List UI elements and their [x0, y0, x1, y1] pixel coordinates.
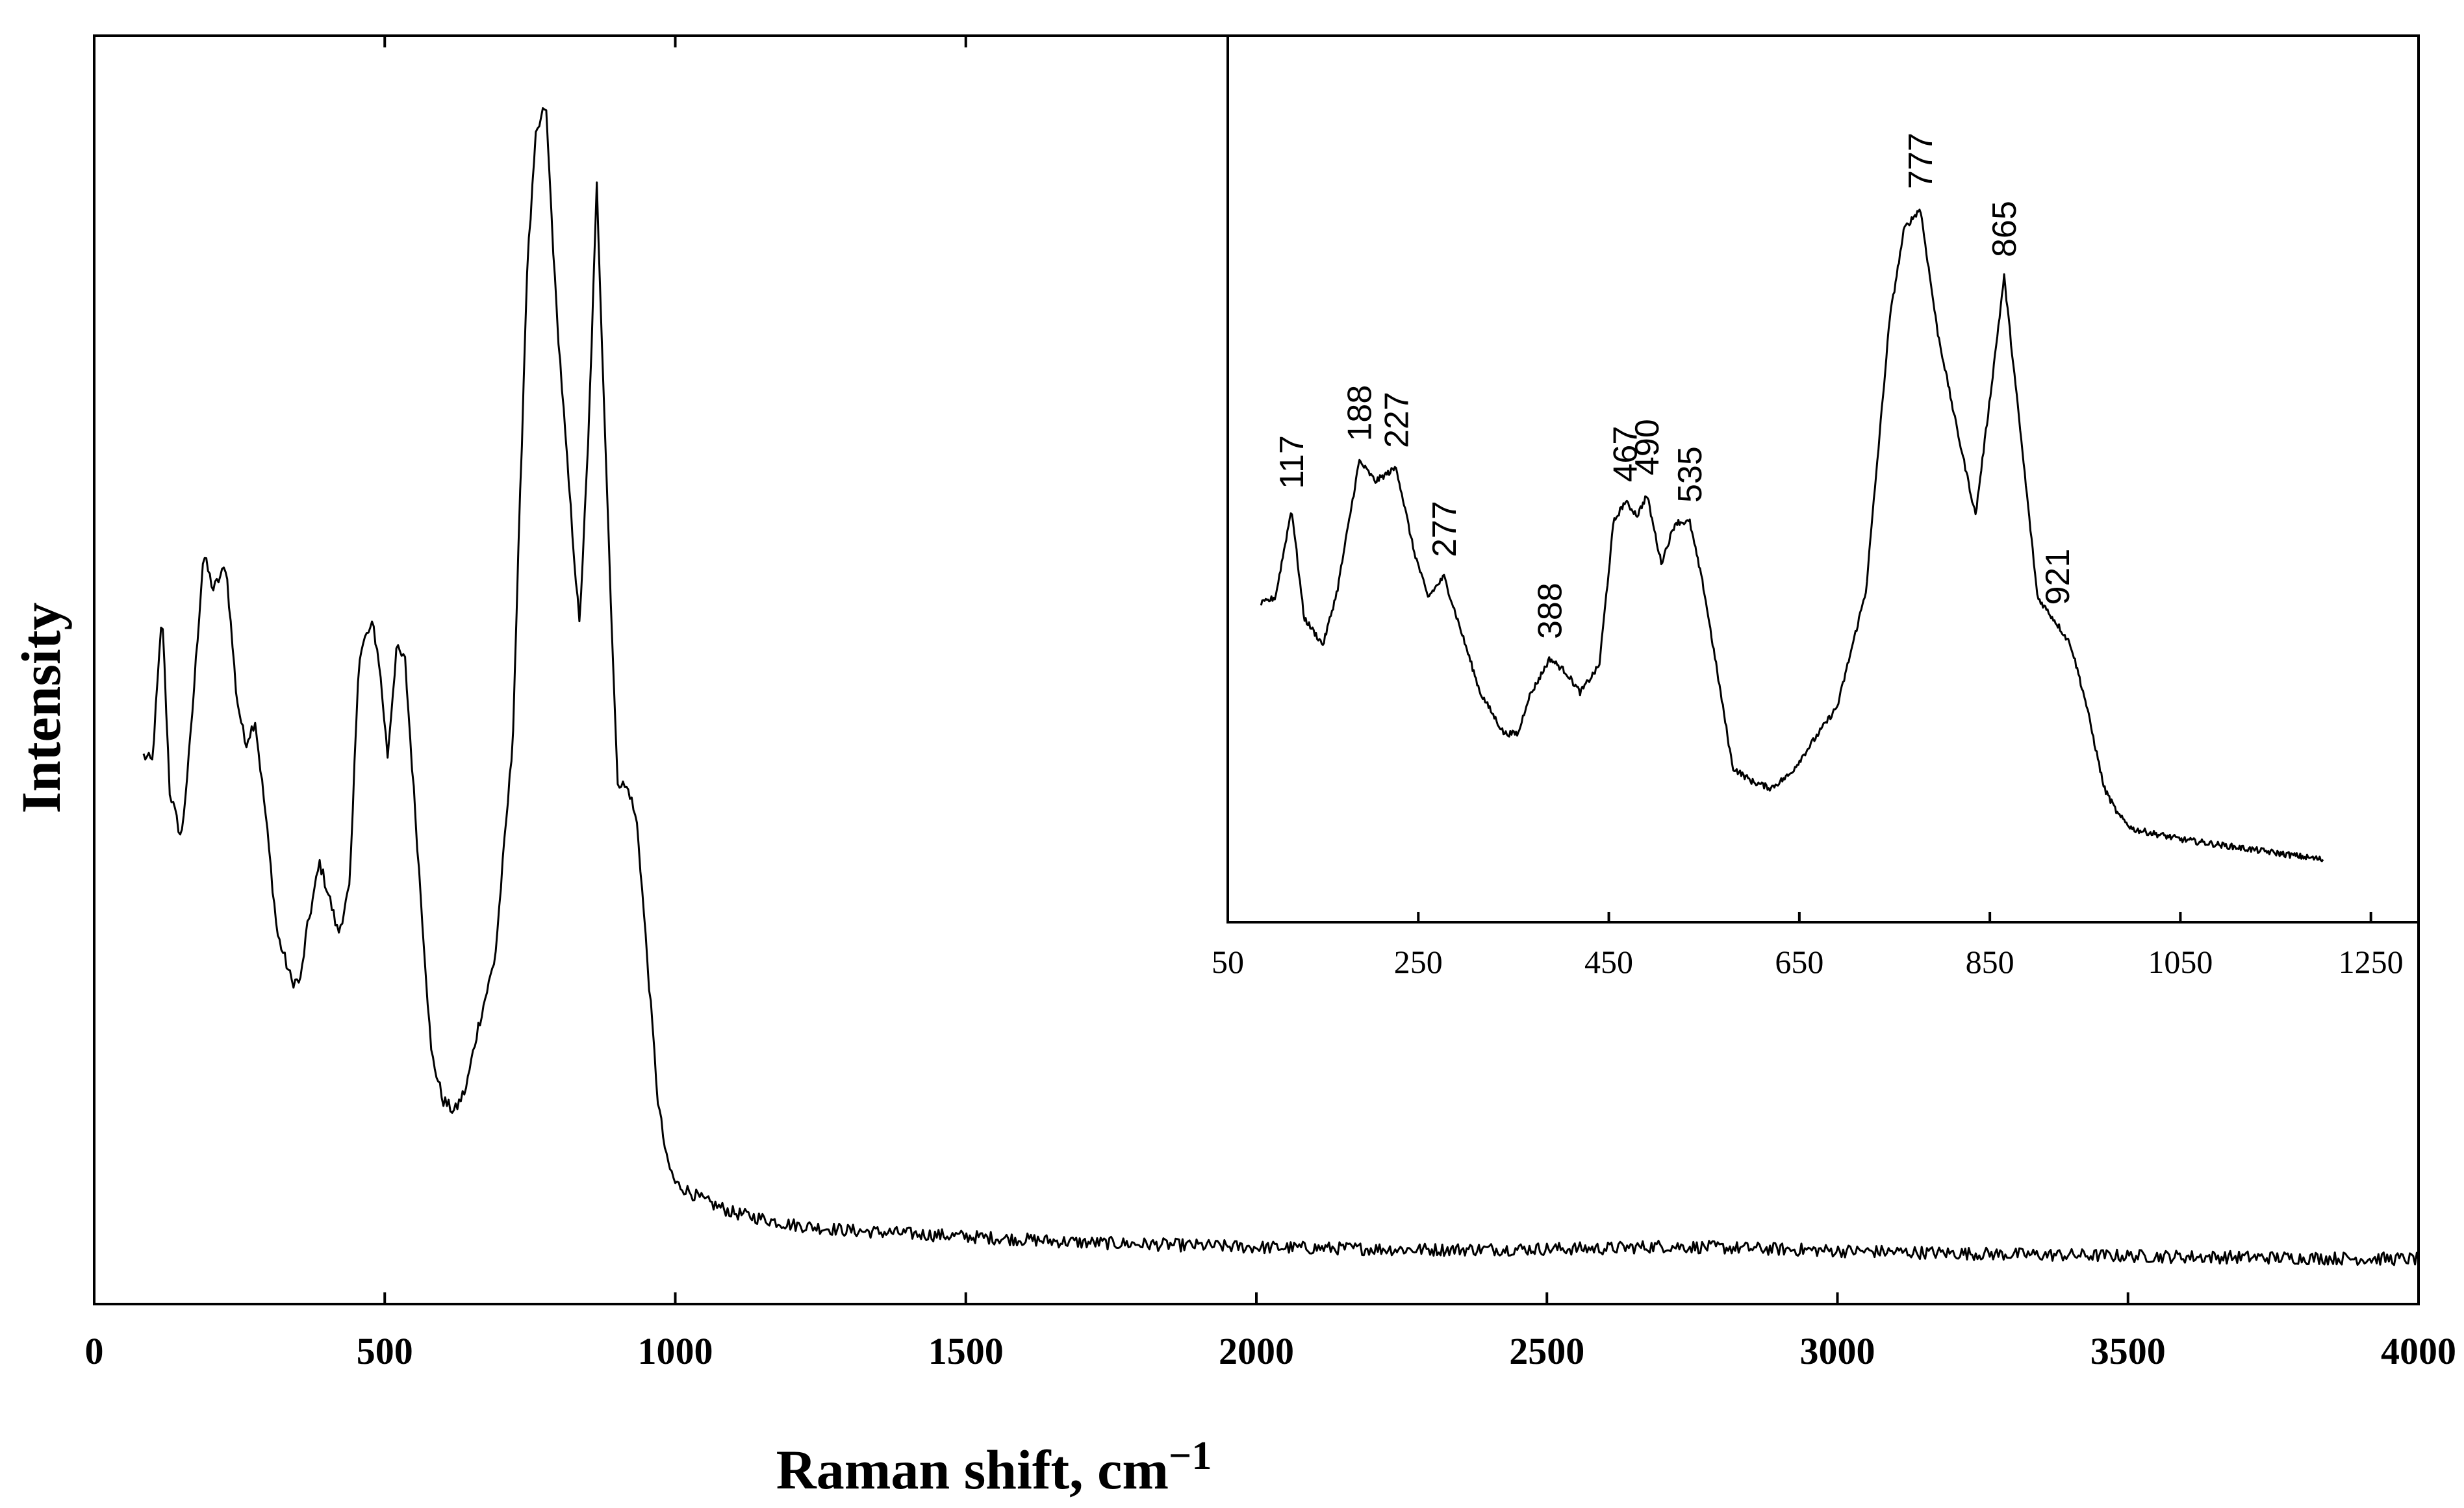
main-x-tick-label: 1500 [928, 1330, 1004, 1372]
main-x-tick-label: 4000 [2381, 1330, 2456, 1372]
main-x-tick-label: 3500 [2090, 1330, 2166, 1372]
peak-label: 490 [1629, 419, 1666, 475]
x-axis-title-superscript: −1 [1169, 1434, 1212, 1478]
peak-label: 117 [1273, 435, 1311, 489]
inset-x-tick-label: 850 [1966, 944, 2014, 980]
inset-x-tick-label: 450 [1584, 944, 1633, 980]
main-x-tick-label: 2500 [1509, 1330, 1584, 1372]
main-x-tick-labels: 0 500 1000 1500 2000 2500 3000 3500 4000 [85, 1330, 2457, 1372]
main-x-tick-label: 500 [357, 1330, 413, 1372]
peak-label: 227 [1378, 392, 1416, 448]
inset-x-tick-label: 1050 [2148, 944, 2213, 980]
inset-x-tick-label: 250 [1394, 944, 1443, 980]
inset-plot-frame [1226, 34, 2420, 924]
peak-label: 277 [1426, 501, 1464, 557]
inset-x-tick-label: 650 [1775, 944, 1823, 980]
inset-x-tick-labels: 50 250 450 650 850 1050 1250 [1212, 944, 2404, 980]
inset-x-tick-label: 50 [1212, 944, 1244, 980]
peak-label: 535 [1671, 446, 1709, 503]
x-axis-title-text: Raman shift, cm [776, 1439, 1169, 1501]
peak-label: 777 [1902, 132, 1940, 189]
peak-label: 921 [2039, 549, 2077, 605]
main-x-tick-label: 1000 [638, 1330, 713, 1372]
peak-label: 865 [1986, 201, 2024, 257]
inset-spectrum-line [1260, 208, 2324, 862]
main-x-tick-label: 2000 [1219, 1330, 1294, 1372]
y-axis-title: Intensity [10, 603, 72, 814]
peak-label: 388 [1532, 583, 1569, 639]
x-axis-title: Raman shift, cm−1 [776, 1434, 1212, 1501]
main-spectrum-line [142, 107, 2420, 1266]
inset-x-ticks [1226, 912, 2372, 922]
peak-label: 188 [1341, 385, 1378, 442]
main-x-tick-label: 3000 [1800, 1330, 1875, 1372]
main-x-tick-label: 0 [85, 1330, 104, 1372]
peak-label: 467 [1607, 426, 1644, 483]
inset-x-tick-label: 1250 [2339, 944, 2404, 980]
